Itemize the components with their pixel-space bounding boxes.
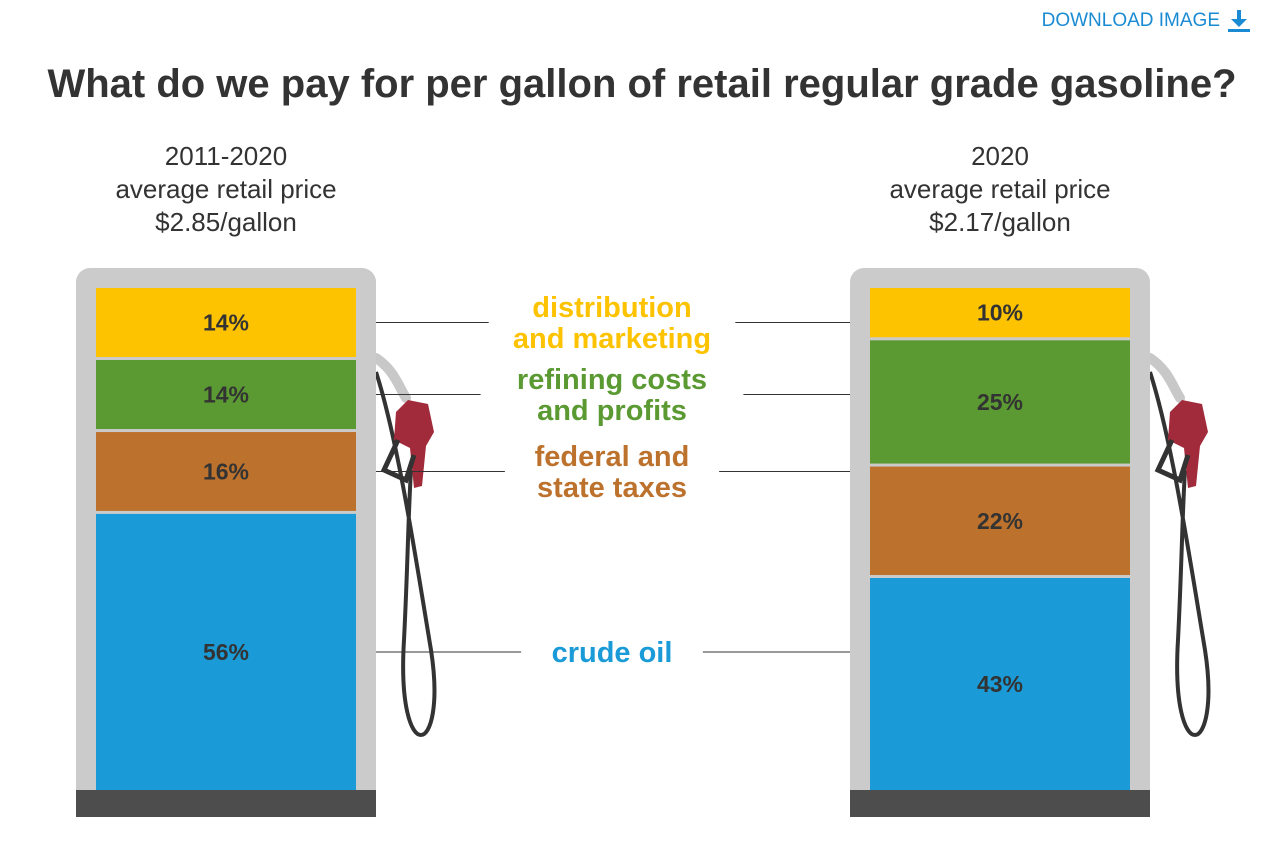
left-segment-label-2: 14% xyxy=(203,382,249,408)
category-label-3-line-2: state taxes xyxy=(537,472,687,504)
pump-base xyxy=(76,790,376,817)
download-icon xyxy=(1228,10,1250,32)
right-segment-1 xyxy=(870,288,1130,338)
right-pump-price: $2.17/gallon xyxy=(929,207,1071,237)
right-pump-subtitle: average retail price xyxy=(889,174,1111,204)
right-pump-header: 2020 average retail price $2.17/gallon xyxy=(850,140,1150,239)
download-image-button[interactable]: DOWNLOAD IMAGE xyxy=(1042,8,1252,34)
category-label-1-line-1: distribution xyxy=(532,292,691,324)
nozzle-trigger xyxy=(380,438,417,484)
left-segment-label-4: 56% xyxy=(203,639,249,665)
left-segment-label-1: 14% xyxy=(203,310,249,336)
nozzle-pipe xyxy=(1145,353,1185,403)
category-label-1-line-2: and marketing xyxy=(513,323,711,355)
right-segment-label-1: 10% xyxy=(977,300,1023,326)
category-label-3-line-1: federal and xyxy=(535,441,690,473)
right-pump: 10% 25% 22% 43% xyxy=(850,268,1211,817)
right-segment-label-3: 22% xyxy=(977,508,1023,534)
left-segment-4 xyxy=(96,513,356,790)
right-segment-3 xyxy=(870,466,1130,576)
left-pump: 14% 14% 16% 56% xyxy=(76,268,437,817)
right-segment-4 xyxy=(870,578,1130,790)
right-segment-label-2: 25% xyxy=(977,389,1023,415)
left-segment-2 xyxy=(96,360,356,430)
nozzle-trigger xyxy=(1154,438,1191,484)
left-segment-1 xyxy=(96,288,356,358)
left-pump-header: 2011-2020 average retail price $2.85/gal… xyxy=(76,140,376,239)
download-label: DOWNLOAD IMAGE xyxy=(1041,10,1220,31)
nozzle-handle xyxy=(394,400,434,488)
chart-title: What do we pay for per gallon of retail … xyxy=(47,62,1237,106)
pump-hose xyxy=(374,371,437,737)
right-segment-label-4: 43% xyxy=(977,671,1023,697)
right-pump-period: 2020 xyxy=(971,141,1029,171)
left-segment-label-3: 16% xyxy=(203,458,249,484)
right-segment-2 xyxy=(870,340,1130,464)
pump-hose xyxy=(1148,371,1211,737)
left-pump-period: 2011-2020 xyxy=(164,141,288,171)
category-label-4-line-1: crude oil xyxy=(552,637,673,669)
nozzle-handle xyxy=(1168,400,1208,488)
category-label-2-line-1: refining costs xyxy=(517,364,707,396)
left-pump-price: $2.85/gallon xyxy=(155,207,297,237)
left-pump-subtitle: average retail price xyxy=(115,174,337,204)
left-segment-3 xyxy=(96,432,356,511)
category-label-2-line-2: and profits xyxy=(537,395,687,427)
pump-base xyxy=(850,790,1150,817)
